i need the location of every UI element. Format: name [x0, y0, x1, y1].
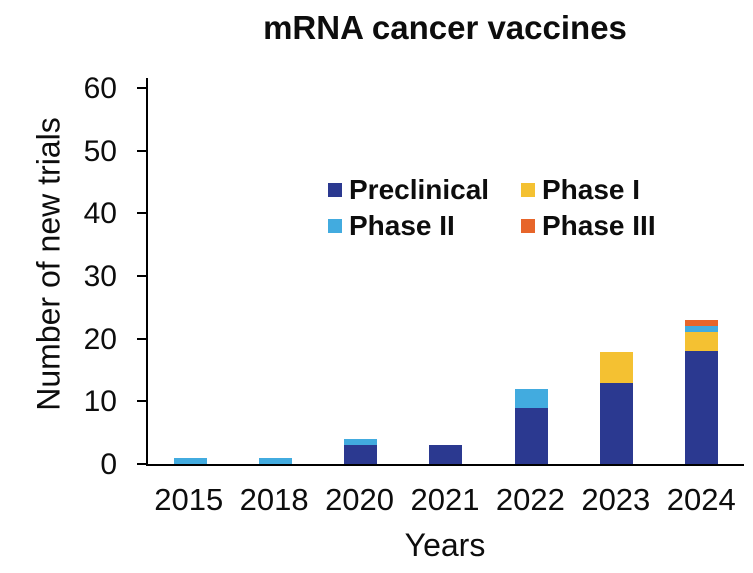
x-tick-label-2015: 2015	[154, 482, 224, 517]
bar-segment-2022-phase-ii	[514, 389, 548, 408]
x-tick-label-2023: 2023	[581, 482, 651, 517]
y-tick-mark-0	[137, 463, 146, 465]
x-axis-labels: 2015 2018 2020 2021 2022 2023 2024	[146, 482, 744, 518]
bars-container	[148, 78, 744, 464]
bar-slot-2022	[489, 78, 574, 464]
bar-segment-2024-phase-ii	[684, 326, 718, 332]
legend: Preclinical Phase I Phase II Phase III	[328, 173, 656, 243]
y-tick-mark-50	[137, 149, 146, 152]
bar-segment-2023-phase-i	[599, 352, 633, 383]
bar-slot-2020	[318, 78, 403, 464]
bar-2024	[684, 320, 718, 464]
bar-2023	[599, 352, 633, 464]
legend-swatch-phase-ii	[328, 219, 342, 233]
x-tick-label-2021: 2021	[410, 482, 480, 517]
y-tick-label-60: 60	[83, 72, 117, 105]
legend-swatch-preclinical	[328, 183, 342, 197]
bar-2021	[429, 445, 463, 464]
y-tick-label-40: 40	[83, 197, 117, 231]
x-tick-label-2018: 2018	[239, 482, 309, 517]
bar-segment-2015-phase-ii	[174, 458, 208, 464]
bar-segment-2021-preclinical	[429, 445, 463, 464]
bar-segment-2018-phase-ii	[259, 458, 293, 464]
legend-swatch-phase-iii	[521, 219, 535, 233]
x-tick-label-2022: 2022	[495, 482, 565, 517]
legend-item-phase-iii: Phase III	[521, 209, 656, 243]
y-axis: 0 10 20 30 40 50 60	[0, 72, 146, 480]
bar-segment-2024-phase-iii	[684, 320, 718, 326]
plot-area: Preclinical Phase I Phase II Phase III	[146, 78, 744, 466]
legend-label-phase-i: Phase I	[542, 174, 641, 205]
legend-swatch-phase-i	[521, 183, 535, 197]
y-tick-mark-40	[137, 212, 146, 215]
y-tick-mark-30	[137, 275, 146, 277]
x-tick-label-2020: 2020	[325, 482, 395, 517]
bar-slot-2023	[574, 78, 659, 464]
bar-segment-2020-preclinical	[344, 445, 378, 464]
bar-slot-2021	[403, 78, 488, 464]
y-tick-mark-20	[137, 337, 146, 340]
chart-title: mRNA cancer vaccines	[263, 9, 627, 46]
bar-segment-2024-preclinical	[684, 351, 718, 464]
bar-slot-2018	[233, 78, 318, 464]
legend-label-phase-ii: Phase II	[349, 210, 455, 241]
y-tick-label-20: 20	[83, 322, 117, 356]
bar-segment-2024-phase-i	[684, 332, 718, 351]
legend-item-phase-i: Phase I	[521, 173, 656, 207]
y-tick-label-10: 10	[83, 385, 117, 419]
bar-slot-2015	[148, 78, 233, 464]
bar-2020	[344, 439, 378, 464]
y-tick-mark-60	[137, 87, 146, 89]
bar-segment-2022-preclinical	[514, 408, 548, 464]
y-tick-label-0: 0	[100, 448, 117, 481]
legend-item-preclinical: Preclinical	[328, 173, 521, 207]
bar-2015	[174, 458, 208, 464]
x-tick-label-2024: 2024	[666, 482, 736, 517]
legend-label-preclinical: Preclinical	[349, 174, 490, 205]
y-tick-mark-10	[137, 400, 146, 403]
x-axis-title: Years	[404, 527, 486, 563]
bar-2018	[259, 458, 293, 464]
bar-2022	[514, 389, 548, 464]
bar-slot-2024	[659, 78, 744, 464]
legend-label-phase-iii: Phase III	[542, 210, 656, 241]
y-tick-label-50: 50	[83, 134, 117, 168]
y-tick-label-30: 30	[83, 260, 117, 293]
legend-item-phase-ii: Phase II	[328, 209, 521, 243]
bar-segment-2020-phase-ii	[344, 439, 378, 445]
bar-segment-2023-preclinical	[599, 383, 633, 464]
